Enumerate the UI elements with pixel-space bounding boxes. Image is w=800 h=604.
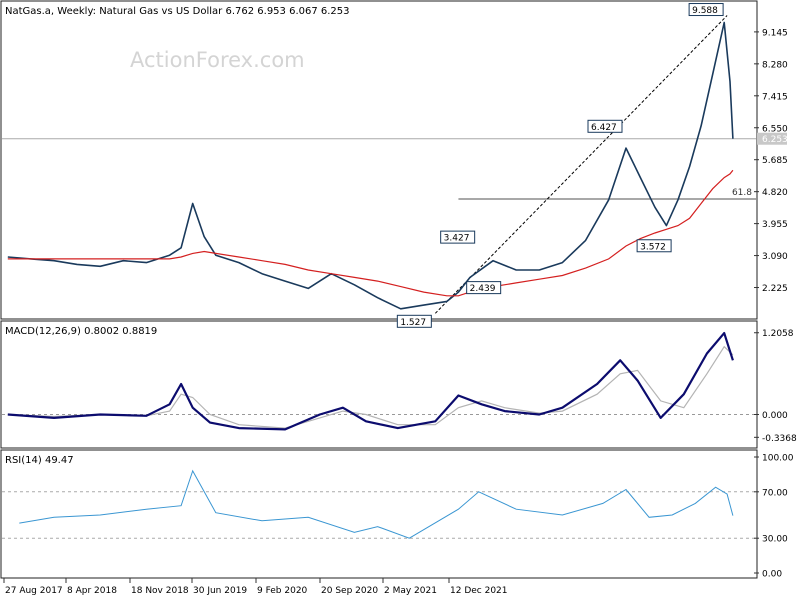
price-y-tick-label: 8.280 xyxy=(762,60,788,70)
price-title: NatGas.a, Weekly: Natural Gas vs US Doll… xyxy=(5,6,350,17)
time-tick-label: 30 Jun 2019 xyxy=(193,586,247,596)
price-panel-frame xyxy=(0,0,758,320)
price-annotation-label: 9.588 xyxy=(692,6,718,16)
time-tick-label: 27 Aug 2017 xyxy=(5,586,63,596)
price-annotation-box xyxy=(587,119,623,133)
price-y-tick-label: 3.955 xyxy=(762,220,788,230)
price-y-tick-label: 5.685 xyxy=(762,156,788,166)
price-annotation-box xyxy=(440,230,476,244)
rsi-y-tick-label: 30.00 xyxy=(762,535,788,545)
price-y-tick-label: 2.225 xyxy=(762,284,788,294)
price-annotation-label: 1.527 xyxy=(400,318,426,328)
time-tick-label: 18 Nov 2018 xyxy=(131,586,189,596)
price-annotation-box xyxy=(636,239,672,253)
time-tick-label: 9 Feb 2020 xyxy=(257,586,308,596)
price-y-tick-label: 9.145 xyxy=(762,28,788,38)
macd-y-tick-label: 1.2058 xyxy=(762,329,794,339)
time-tick-label: 2 May 2021 xyxy=(384,586,437,596)
time-tick-label: 20 Sep 2020 xyxy=(321,586,378,596)
moving-average-line xyxy=(7,169,734,297)
price-annotation-box xyxy=(466,281,502,295)
rsi-title: RSI(14) 49.47 xyxy=(5,455,74,466)
macd-panel-frame xyxy=(0,320,758,449)
rsi-panel: 100.00 70.00 30.00 0.00 xyxy=(2,454,794,580)
macd-y-tick-label: 0.000 xyxy=(762,411,788,421)
last-price-label: 6.253 xyxy=(762,135,788,145)
price-annotation-label: 6.427 xyxy=(591,123,617,133)
price-annotation-label: 2.439 xyxy=(470,284,496,294)
price-y-tick-label: 3.090 xyxy=(762,252,788,262)
time-tick-label: 8 Apr 2018 xyxy=(67,586,117,596)
rsi-y-tick-label: 0.00 xyxy=(762,570,782,580)
macd-y-tick-label: -0.3368 xyxy=(762,434,797,444)
price-annotation-label: 3.572 xyxy=(640,242,666,252)
fib-level-label: 61.8 xyxy=(732,188,752,198)
price-annotation-label: 3.427 xyxy=(444,234,470,244)
frames xyxy=(0,0,758,579)
price-y-tick-label: 6.550 xyxy=(762,124,788,134)
trend-line xyxy=(434,15,728,314)
time-axis: 27 Aug 2017 8 Apr 2018 18 Nov 2018 30 Jun 2… xyxy=(3,578,508,596)
macd-panel: 1.2058 0.000 -0.3368 xyxy=(2,329,797,444)
rsi-y-tick-label: 70.00 xyxy=(762,488,788,498)
price-annotation-box xyxy=(396,314,432,328)
macd-main-line xyxy=(7,332,734,431)
price-y-tick-label: 7.415 xyxy=(762,92,788,102)
rsi-panel-frame xyxy=(0,449,758,579)
price-annotation-box xyxy=(688,3,724,17)
last-price-badge xyxy=(757,132,787,145)
price-panel: 9.145 8.280 7.415 6.550 5.685 4.820 3.955 3.090… xyxy=(2,3,788,328)
watermark: ActionForex.com xyxy=(130,48,305,72)
macd-title: MACD(12,26,9) 0.8002 0.8819 xyxy=(5,326,157,337)
price-y-tick-label: 4.820 xyxy=(762,188,788,198)
price-series-line xyxy=(7,21,734,310)
rsi-y-tick-label: 100.00 xyxy=(762,454,794,464)
rsi-line xyxy=(19,469,734,539)
time-tick-label: 12 Dec 2021 xyxy=(450,586,508,596)
